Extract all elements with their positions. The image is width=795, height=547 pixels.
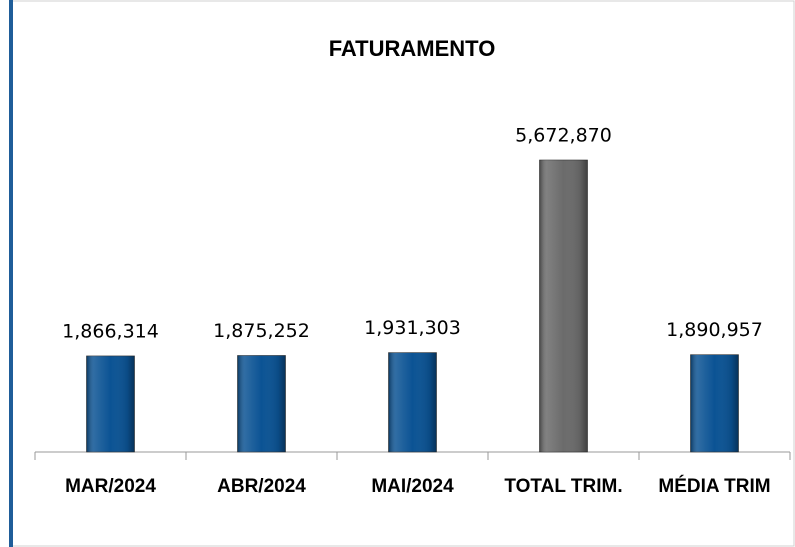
bar-shade xyxy=(690,354,739,452)
bar-shade xyxy=(388,352,437,452)
bar-shade xyxy=(86,355,135,452)
value-label: 1,931,303 xyxy=(364,317,461,339)
bar-shade xyxy=(539,160,588,452)
chart-title: FATURAMENTO xyxy=(329,36,496,61)
frame xyxy=(9,0,795,547)
x-tick-label: MAI/2024 xyxy=(371,476,454,497)
value-label: 5,672,870 xyxy=(515,125,612,147)
value-label: 1,875,252 xyxy=(213,320,310,342)
value-label: 1,866,314 xyxy=(62,320,159,342)
bar-shade xyxy=(237,355,286,452)
value-label: 1,890,957 xyxy=(666,319,763,341)
x-tick-label: MAR/2024 xyxy=(65,476,156,497)
x-tick-label: MÉDIA TRIM xyxy=(658,475,770,497)
x-tick-label: ABR/2024 xyxy=(217,476,306,497)
x-tick-label: TOTAL TRIM. xyxy=(504,476,622,497)
